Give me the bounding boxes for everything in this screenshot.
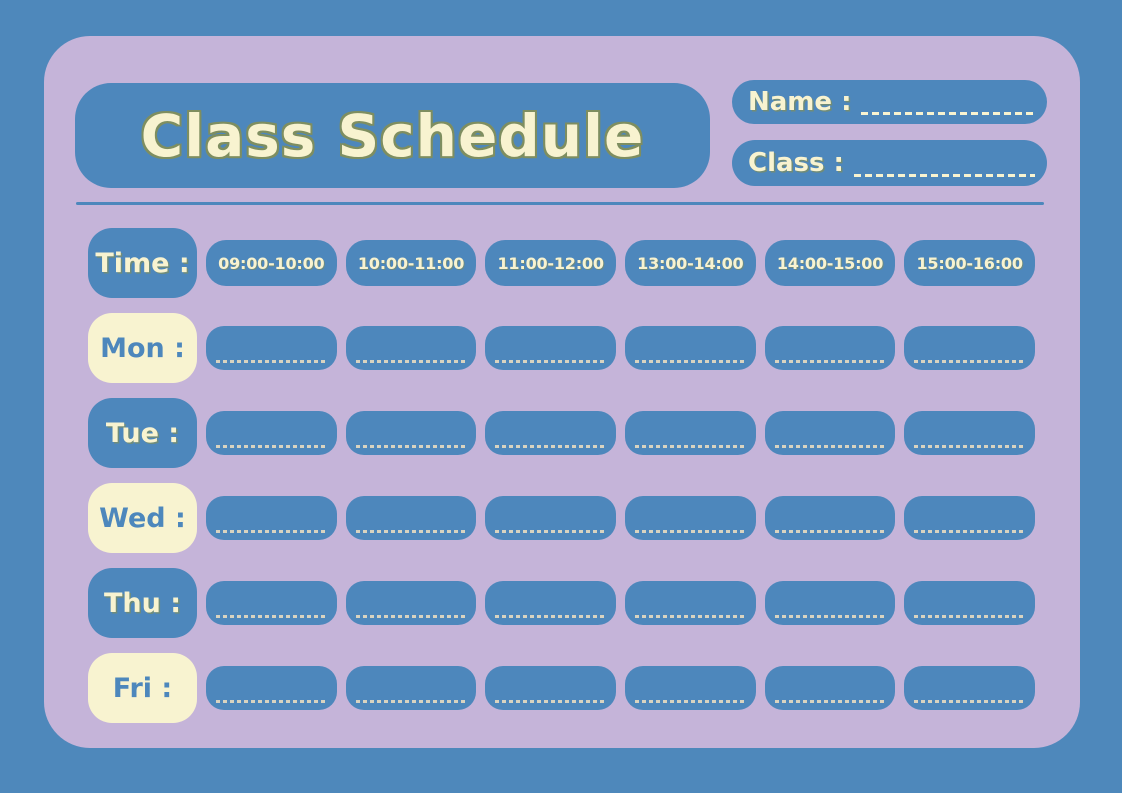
- schedule-cell-mon-1[interactable]: [206, 326, 337, 370]
- schedule-cell-thu-5[interactable]: [764, 581, 896, 625]
- cell-fill-line: [216, 530, 327, 533]
- schedule-cell-tue-2[interactable]: [345, 411, 477, 455]
- cell-fill-line: [495, 615, 606, 618]
- cell-fill-line: [914, 360, 1025, 363]
- schedule-cell-wed-2[interactable]: [345, 496, 477, 540]
- schedule-cell-thu-4[interactable]: [625, 581, 756, 625]
- cell-fill-line: [355, 700, 467, 703]
- schedule-cell-thu-6[interactable]: [904, 581, 1035, 625]
- cell-fill-line: [495, 445, 606, 448]
- day-label-tue: Tue :: [88, 398, 197, 468]
- cell-fill-line: [495, 700, 606, 703]
- name-field[interactable]: Name :: [732, 80, 1047, 124]
- time-header-label: Time :: [88, 228, 197, 298]
- cell-fill-line: [914, 445, 1025, 448]
- cell-fill-line: [495, 530, 606, 533]
- schedule-cell-wed-5[interactable]: [764, 496, 896, 540]
- page-title: Class Schedule: [140, 101, 645, 170]
- schedule-cell-fri-1[interactable]: [206, 666, 337, 710]
- time-slot: 15:00-16:00: [904, 240, 1035, 286]
- class-label: Class :: [748, 148, 844, 178]
- schedule-cell-fri-6[interactable]: [904, 666, 1035, 710]
- time-slot: 14:00-15:00: [764, 240, 896, 286]
- cell-fill-line: [355, 360, 467, 363]
- cell-fill-line: [635, 360, 746, 363]
- cell-fill-line: [216, 445, 327, 448]
- class-fill-line: [853, 174, 1035, 177]
- time-slot: 10:00-11:00: [345, 240, 477, 286]
- cell-fill-line: [914, 530, 1025, 533]
- name-fill-line: [861, 112, 1035, 115]
- schedule-cell-tue-4[interactable]: [625, 411, 756, 455]
- schedule-cell-fri-2[interactable]: [345, 666, 477, 710]
- header-title-box: Class Schedule: [75, 83, 710, 188]
- schedule-card: Class Schedule Name : Class : Time :09:0…: [44, 36, 1080, 748]
- schedule-cell-fri-3[interactable]: [485, 666, 616, 710]
- time-slot: 11:00-12:00: [485, 240, 616, 286]
- day-label-fri: Fri :: [88, 653, 197, 723]
- cell-fill-line: [774, 615, 886, 618]
- day-label-mon: Mon :: [88, 313, 197, 383]
- schedule-cell-mon-5[interactable]: [764, 326, 896, 370]
- schedule-cell-mon-3[interactable]: [485, 326, 616, 370]
- day-label-thu: Thu :: [88, 568, 197, 638]
- time-slot: 09:00-10:00: [206, 240, 337, 286]
- cell-fill-line: [635, 615, 746, 618]
- schedule-cell-thu-1[interactable]: [206, 581, 337, 625]
- name-label: Name :: [748, 87, 852, 117]
- cell-fill-line: [355, 615, 467, 618]
- schedule-cell-tue-5[interactable]: [764, 411, 896, 455]
- schedule-cell-wed-4[interactable]: [625, 496, 756, 540]
- cell-fill-line: [635, 530, 746, 533]
- day-label-wed: Wed :: [88, 483, 197, 553]
- schedule-cell-tue-1[interactable]: [206, 411, 337, 455]
- cell-fill-line: [216, 360, 327, 363]
- cell-fill-line: [635, 445, 746, 448]
- cell-fill-line: [216, 615, 327, 618]
- cell-fill-line: [914, 615, 1025, 618]
- class-field[interactable]: Class :: [732, 140, 1047, 186]
- schedule-cell-mon-6[interactable]: [904, 326, 1035, 370]
- schedule-grid: Time :09:00-10:00 10:00-11:00 11:00-12:00 1…: [88, 228, 1035, 723]
- schedule-cell-wed-6[interactable]: [904, 496, 1035, 540]
- schedule-cell-thu-2[interactable]: [345, 581, 477, 625]
- schedule-cell-wed-3[interactable]: [485, 496, 616, 540]
- schedule-cell-wed-1[interactable]: [206, 496, 337, 540]
- cell-fill-line: [774, 530, 886, 533]
- cell-fill-line: [355, 530, 467, 533]
- schedule-cell-mon-2[interactable]: [345, 326, 477, 370]
- schedule-cell-thu-3[interactable]: [485, 581, 616, 625]
- cell-fill-line: [914, 700, 1025, 703]
- time-slot: 13:00-14:00: [625, 240, 756, 286]
- cell-fill-line: [216, 700, 327, 703]
- cell-fill-line: [774, 445, 886, 448]
- schedule-cell-mon-4[interactable]: [625, 326, 756, 370]
- header-divider: [76, 202, 1044, 205]
- cell-fill-line: [355, 445, 467, 448]
- cell-fill-line: [774, 700, 886, 703]
- schedule-cell-fri-4[interactable]: [625, 666, 756, 710]
- cell-fill-line: [774, 360, 886, 363]
- cell-fill-line: [495, 360, 606, 363]
- schedule-cell-tue-3[interactable]: [485, 411, 616, 455]
- schedule-cell-tue-6[interactable]: [904, 411, 1035, 455]
- schedule-cell-fri-5[interactable]: [764, 666, 896, 710]
- cell-fill-line: [635, 700, 746, 703]
